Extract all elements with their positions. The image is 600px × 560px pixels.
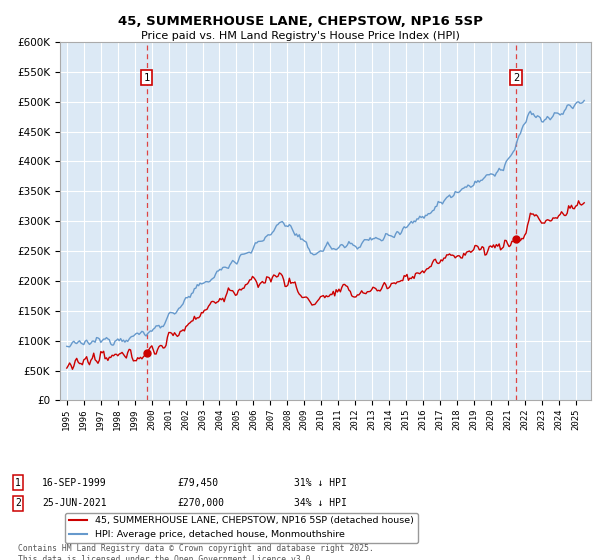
- Text: 45, SUMMERHOUSE LANE, CHEPSTOW, NP16 5SP: 45, SUMMERHOUSE LANE, CHEPSTOW, NP16 5SP: [118, 15, 482, 27]
- Text: 2: 2: [15, 498, 21, 508]
- Text: 31% ↓ HPI: 31% ↓ HPI: [294, 478, 347, 488]
- Text: £79,450: £79,450: [177, 478, 218, 488]
- Text: £270,000: £270,000: [177, 498, 224, 508]
- Text: 2: 2: [513, 73, 519, 83]
- Text: 16-SEP-1999: 16-SEP-1999: [42, 478, 107, 488]
- Text: 25-JUN-2021: 25-JUN-2021: [42, 498, 107, 508]
- Legend: 45, SUMMERHOUSE LANE, CHEPSTOW, NP16 5SP (detached house), HPI: Average price, d: 45, SUMMERHOUSE LANE, CHEPSTOW, NP16 5SP…: [65, 512, 418, 543]
- Text: Contains HM Land Registry data © Crown copyright and database right 2025.
This d: Contains HM Land Registry data © Crown c…: [18, 544, 374, 560]
- Text: Price paid vs. HM Land Registry's House Price Index (HPI): Price paid vs. HM Land Registry's House …: [140, 31, 460, 41]
- Text: 1: 1: [15, 478, 21, 488]
- Text: 34% ↓ HPI: 34% ↓ HPI: [294, 498, 347, 508]
- Text: 1: 1: [143, 73, 150, 83]
